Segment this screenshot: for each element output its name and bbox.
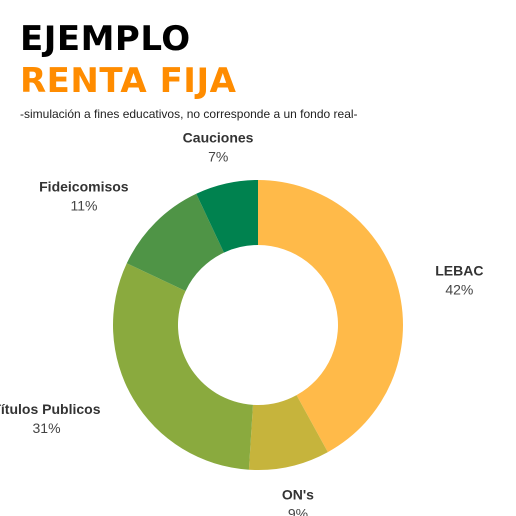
slice-value-fideicomisos: 11%: [70, 198, 97, 214]
slice-fideicomisos: [126, 193, 224, 291]
slice-on-s: [248, 395, 328, 470]
slice-value-on-s: 9%: [288, 506, 308, 516]
slice-label-on-s: ON's: [282, 487, 314, 503]
title-line2: RENTA FIJA: [20, 61, 237, 101]
slice-value-cauciones: 7%: [208, 148, 228, 164]
slice-value-lebac: 42%: [445, 281, 473, 297]
title-line1: EJEMPLO: [20, 19, 191, 59]
slice-label-titulos-publicos: Títulos Publicos: [0, 401, 101, 417]
slice-label-fideicomisos: Fideicomisos: [39, 179, 129, 195]
donut-slices: [112, 180, 404, 470]
subtitle: -simulación a fines educativos, no corre…: [20, 107, 358, 121]
slice-label-lebac: LEBAC: [435, 262, 483, 278]
slice-titulos-publicos: [112, 263, 253, 470]
slice-value-titulos-publicos: 31%: [33, 420, 61, 436]
slice-lebac: [258, 180, 404, 453]
slice-cauciones: [196, 180, 258, 253]
slice-label-cauciones: Cauciones: [183, 129, 254, 145]
slice-labels: LEBAC 42% ON's 9% Títulos Publicos 31% Fideico…: [0, 129, 483, 516]
